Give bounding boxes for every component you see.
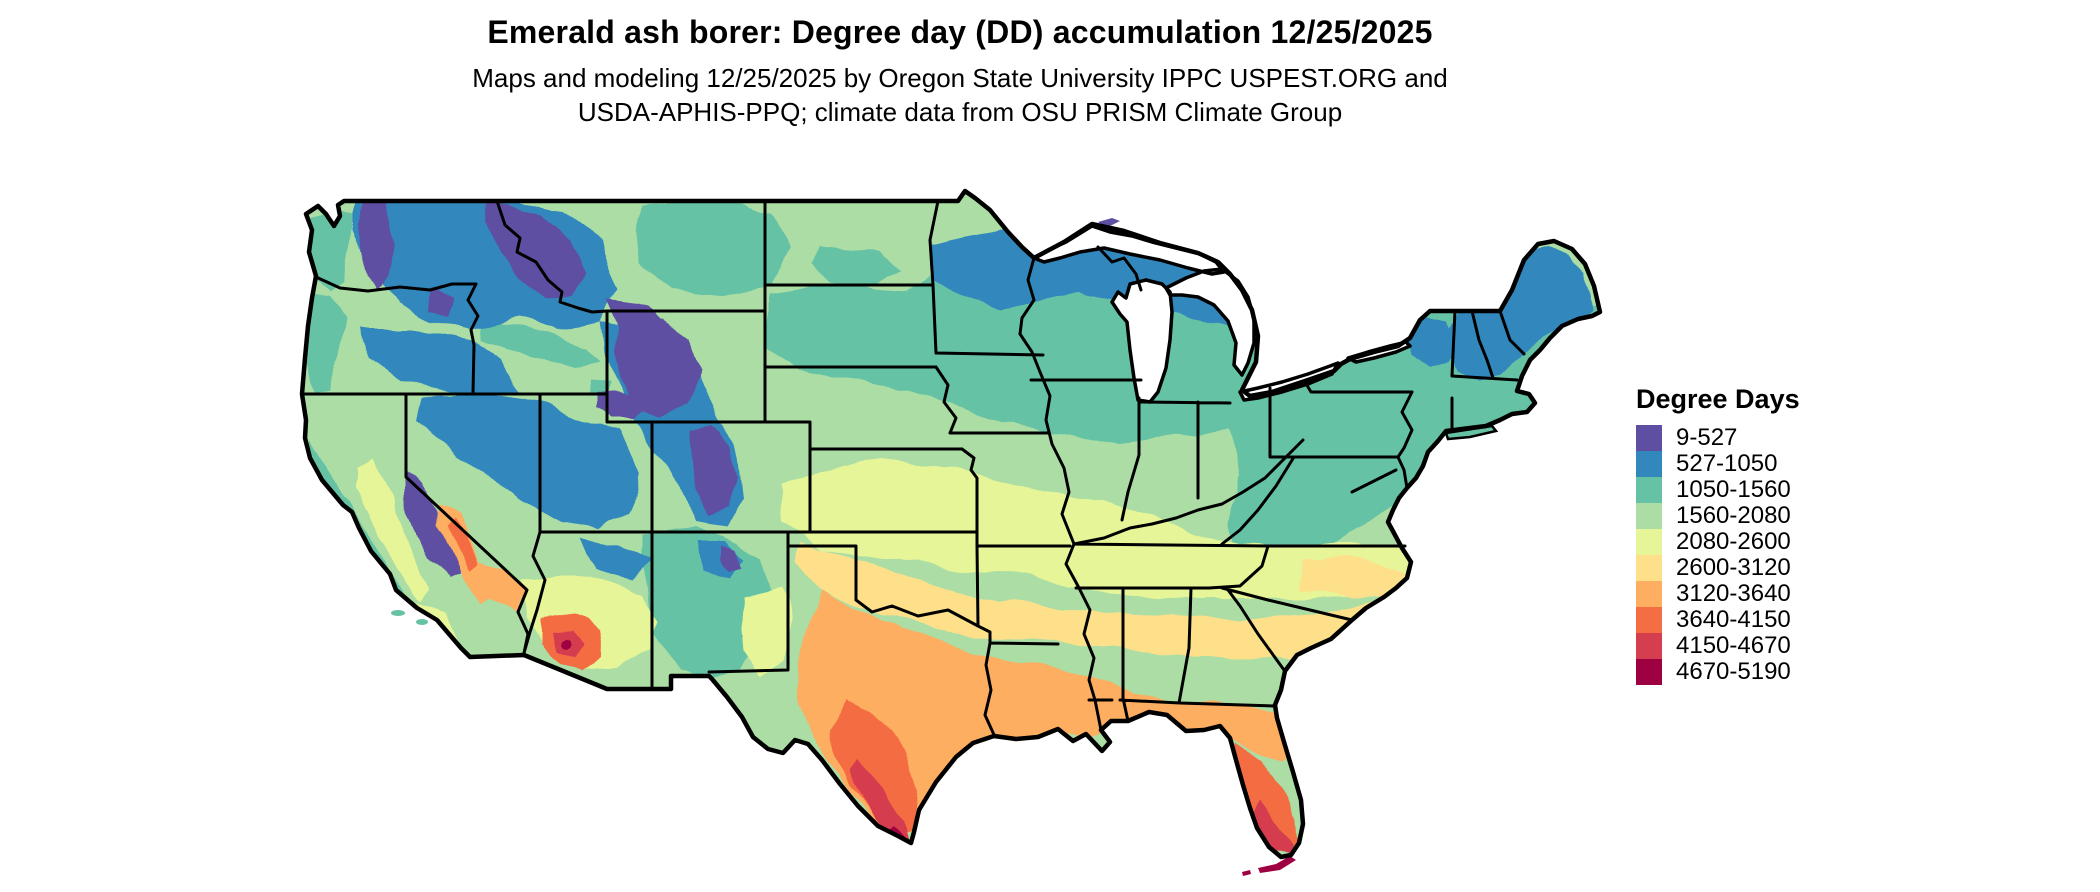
legend-items: 9-527 527-1050 1050-1560 1560-2080 2080-2600… — [1636, 424, 1800, 685]
legend-label: 1560-2080 — [1676, 502, 1791, 529]
legend-swatch — [1636, 425, 1662, 451]
legend-row: 3120-3640 — [1636, 580, 1800, 607]
legend-swatch — [1636, 529, 1662, 555]
page-title: Emerald ash borer: Degree day (DD) accum… — [487, 14, 1433, 50]
legend-label: 4150-4670 — [1676, 632, 1791, 659]
subtitle-line-1: Maps and modeling 12/25/2025 by Oregon S… — [472, 63, 1448, 93]
legend-label: 3640-4150 — [1676, 606, 1791, 633]
florida-keys — [1242, 856, 1296, 876]
subtitle-line-2: USDA-APHIS-PPQ; climate data from OSU PR… — [577, 97, 1343, 127]
legend: Degree Days 9-527 527-1050 1050-1560 1560-2… — [1636, 384, 1800, 685]
legend-row: 1050-1560 — [1636, 476, 1800, 503]
legend-swatch — [1636, 503, 1662, 529]
legend-swatch — [1636, 633, 1662, 659]
legend-row: 9-527 — [1636, 424, 1800, 451]
legend-swatch — [1636, 555, 1662, 581]
legend-row: 4670-5190 — [1636, 658, 1800, 685]
legend-row: 3640-4150 — [1636, 606, 1800, 633]
legend-swatch — [1636, 659, 1662, 685]
legend-label: 9-527 — [1676, 424, 1738, 451]
title-block: Emerald ash borer: Degree day (DD) accum… — [0, 14, 1920, 129]
state-borders — [301, 199, 1526, 739]
legend-swatch — [1636, 581, 1662, 607]
legend-label: 3120-3640 — [1676, 580, 1791, 607]
channel-islands-2 — [416, 619, 428, 625]
legend-label: 2080-2600 — [1676, 528, 1791, 555]
legend-row: 1560-2080 — [1636, 502, 1800, 529]
legend-swatch — [1636, 451, 1662, 477]
page-subtitle: Maps and modeling 12/25/2025 by Oregon S… — [0, 61, 1920, 129]
legend-row: 4150-4670 — [1636, 632, 1800, 659]
legend-row: 2080-2600 — [1636, 528, 1800, 555]
legend-row: 2600-3120 — [1636, 554, 1800, 581]
legend-swatch — [1636, 477, 1662, 503]
legend-label: 2600-3120 — [1676, 554, 1791, 581]
channel-islands — [391, 610, 405, 616]
legend-label: 1050-1560 — [1676, 476, 1791, 503]
legend-label: 4670-5190 — [1676, 658, 1791, 685]
legend-label: 527-1050 — [1676, 450, 1778, 477]
legend-title: Degree Days — [1636, 384, 1800, 414]
legend-swatch — [1636, 607, 1662, 633]
legend-row: 527-1050 — [1636, 450, 1800, 477]
